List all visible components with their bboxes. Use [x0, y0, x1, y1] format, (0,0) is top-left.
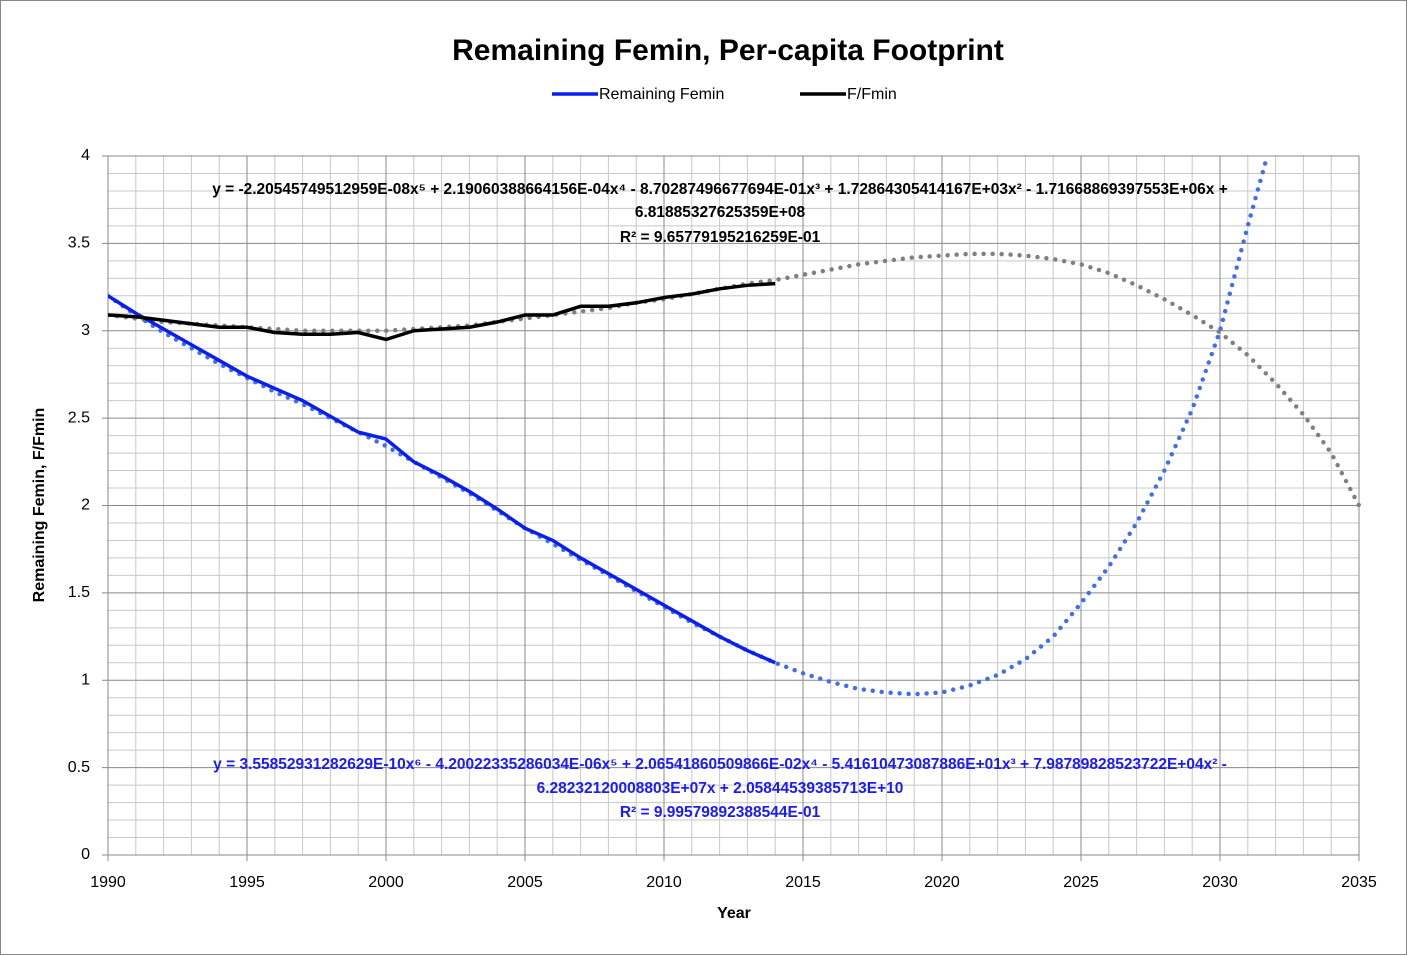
trendline-equation: 6.81885327625359E+08 [635, 204, 806, 221]
x-tick-label: 2000 [368, 874, 404, 891]
x-tick-label: 1990 [90, 874, 126, 891]
trendline-equation: 6.28232120008803E+07x + 2.05844539385713… [537, 780, 904, 797]
trendline-equation: y = 3.55852931282629E-10x⁶ - 4.200223352… [213, 756, 1227, 773]
y-tick-label: 3.5 [68, 235, 90, 252]
legend-label: F/Fmin [847, 86, 897, 103]
x-axis-title: Year [717, 905, 751, 922]
y-tick-label: 3 [81, 322, 90, 339]
series-line [108, 294, 776, 665]
y-tick-label: 0 [81, 846, 90, 863]
chart-title: Remaining Femin, Per-capita Footprint [452, 34, 1004, 67]
y-tick-label: 1 [81, 671, 90, 688]
y-tick-label: 2 [81, 497, 90, 514]
x-tick-label: 2030 [1202, 874, 1238, 891]
x-tick-label: 2015 [785, 874, 821, 891]
x-tick-label: 2010 [646, 874, 682, 891]
x-tick-label: 2020 [924, 874, 960, 891]
x-tick-label: 2035 [1341, 874, 1377, 891]
series-line [108, 281, 776, 342]
legend-label: Remaining Femin [599, 86, 724, 103]
trendline [108, 153, 1270, 697]
y-axis-title: Remaining Femin, F/Fmin [31, 408, 48, 603]
x-tick-label: 2005 [507, 874, 543, 891]
y-tick-label: 2.5 [68, 409, 90, 426]
y-tick-label: 0.5 [68, 759, 90, 776]
trendline-r-squared: R² = 9.65779195216259E-01 [620, 229, 821, 246]
trendline-r-squared: R² = 9.99579892388544E-01 [620, 804, 821, 821]
trendline-equation: y = -2.20545749512959E-08x⁵ + 2.19060388… [212, 181, 1228, 198]
x-tick-label: 2025 [1063, 874, 1099, 891]
x-tick-label: 1995 [229, 874, 265, 891]
plot-clip [108, 153, 1362, 697]
y-tick-label: 1.5 [68, 584, 90, 601]
y-tick-label: 4 [81, 147, 90, 164]
